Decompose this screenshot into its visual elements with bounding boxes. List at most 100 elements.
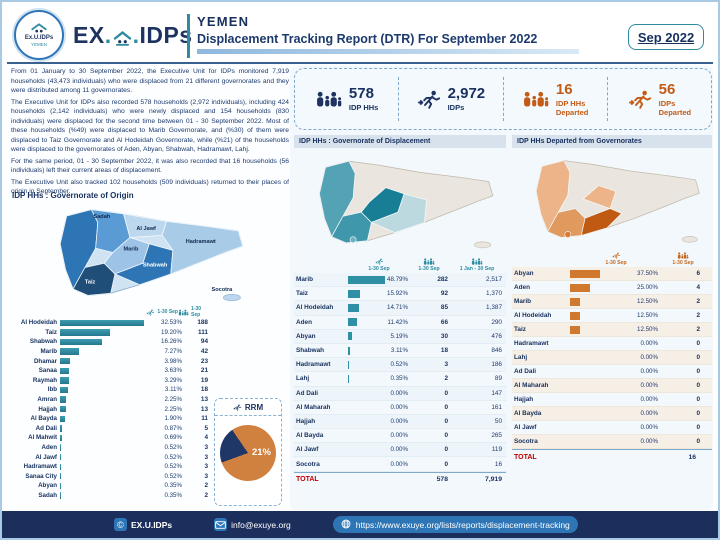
pct-value: 19.20% [161,328,182,336]
walking-person-icon [374,258,383,265]
stat-text: 56 IDPs Departed [659,82,692,117]
governorate-name: Al Hodeidah [514,312,552,319]
total-count: 578 [436,476,448,484]
hh-count: 0 [696,438,700,445]
pct-value: 3.11% [390,347,408,355]
svg-text:Taiz: Taiz [85,280,96,286]
svg-text:Marib: Marib [124,246,139,252]
map-region-hadramawt [161,220,244,275]
hh-count: 0 [696,382,700,389]
governorate-name: Sanaa City [25,472,57,480]
footer-link[interactable]: https://www.exuye.org/lists/reports/disp… [332,516,578,533]
hh-count: 0 [444,417,448,425]
hh-count: 0 [444,432,448,440]
cumulative-count: 846 [491,347,502,355]
map-island-socotra [474,241,492,249]
governorate-name: Hajjah [514,396,534,403]
origin-row: Sadah 0.35% 2 [10,491,216,501]
pct-value: 12.50% [637,312,658,319]
title-underline [197,49,579,54]
governorate-name: Taiz [45,328,57,336]
pct-value: 2.25% [164,396,182,404]
stat-label: IDP HHs [555,98,586,108]
bar [570,297,580,306]
governorate-name: Al Mahwit [28,434,57,442]
table-row: Al Jawf 0.00% 0 [512,421,712,435]
governorate-name: Marib [514,298,532,305]
pct-value: 15.92% [387,290,408,298]
pct-value: 32.53% [161,319,182,327]
hh-count: 2 [696,298,700,305]
origin-row: Marib 7.27% 42 [10,347,216,357]
governorate-name: Abyan [514,270,534,277]
hh-count: 18 [440,347,448,355]
hh-count: 13 [200,396,208,404]
family-icon [677,252,689,259]
pct-value: 7.27% [164,348,182,356]
bar [348,346,351,355]
cumulative-count: 2,517 [486,276,502,284]
governorate-name: Amran [37,396,57,404]
cumulative-count: 476 [491,332,502,340]
svg-text:Al Jawf: Al Jawf [136,226,156,232]
origin-row: Amran 2.25% 13 [10,395,216,405]
svg-text:Hadramawt: Hadramawt [186,239,216,245]
footer-email[interactable]: info@exuye.org [214,518,291,531]
family-icon [178,309,189,315]
map-region-aden [564,231,572,238]
pct-value: 11.42% [387,318,408,326]
pct-value: 0.00% [390,417,408,425]
governorate-name: Sadah [38,491,57,499]
pct-value: 1.90% [164,415,182,423]
walking-person-icon [233,404,242,411]
stat-text: 2,972 IDPs [448,86,486,112]
governorate-name: Al Bayda [30,415,57,423]
table-row: Abyan 37.50% 6 [512,267,712,281]
table-row: Socotra 0.00% 0 16 [294,457,506,472]
pct-value: 0.00% [390,446,408,454]
hh-count: 3 [204,463,208,471]
running-person-icon [417,89,442,110]
hh-count: 3 [204,453,208,461]
map-region-shabwah [370,193,427,233]
logo-subtext: YEMEN [30,42,47,47]
yemen-map-departed [535,160,700,243]
stat-number: 2,972 [447,85,486,102]
pct-value: 48.79% [387,276,408,284]
pct-value: 0.52% [164,444,182,452]
hh-count: 2 [204,491,208,499]
intro-text: From 01 January to 30 September 2022, th… [11,67,289,199]
table-row: Lahj 0.35% 2 89 [294,372,506,387]
origin-bar-chart: 1-30 Sep 1-30 Sep Al Hodeidah 32.53% 188… [10,306,216,500]
table-row: Al Maharah 0.00% 0 161 [294,401,506,415]
pct-value: 16.26% [161,338,182,346]
origin-row: Al Mahwit 0.69% 4 [10,433,216,443]
pct-value: 0.69% [164,434,182,442]
pct-value: 14.71% [387,304,408,312]
displacement-rows: Marib 48.79% 282 2,517 Taiz 15.92% 92 1,… [294,273,506,472]
pct-value: 0.00% [640,368,658,375]
governorate-name: Ibb [47,386,57,394]
bar [60,473,62,480]
departed-rows: Abyan 37.50% 6 Aden 25.00% 4 Marib 12.50… [512,267,712,449]
stat-text: 578 IDP HHs [349,86,378,112]
pct-value: 0.52% [164,463,182,471]
bar [60,444,62,451]
map-region-abyan [580,208,623,236]
governorate-name: Ad Dali [35,424,57,432]
pct-value: 5.19% [390,332,408,340]
yemen-map-displacement [319,160,494,249]
hh-count: 4 [204,434,208,442]
governorate-name: Hadramawt [514,340,549,347]
governorate-name: Shabwah [296,347,325,355]
yemen-map-origin: Sadah Al Jawf Hadramawt Marib Shabwah Ta… [59,209,244,302]
stats-row: 578 IDP HHs 2,972 IDPs 16 IDP HHs [294,68,712,130]
exu-logo: Ex.U.IDPs YEMEN [14,10,64,60]
cumulative-count: 89 [494,375,502,383]
origin-rows: Al Hodeidah 32.53% 188 Taiz 19.20% 111 S… [10,318,216,500]
envelope-icon [214,518,228,531]
cumulative-count: 1,370 [486,290,502,298]
governorate-name: Aden [41,444,57,452]
bar [60,329,110,336]
